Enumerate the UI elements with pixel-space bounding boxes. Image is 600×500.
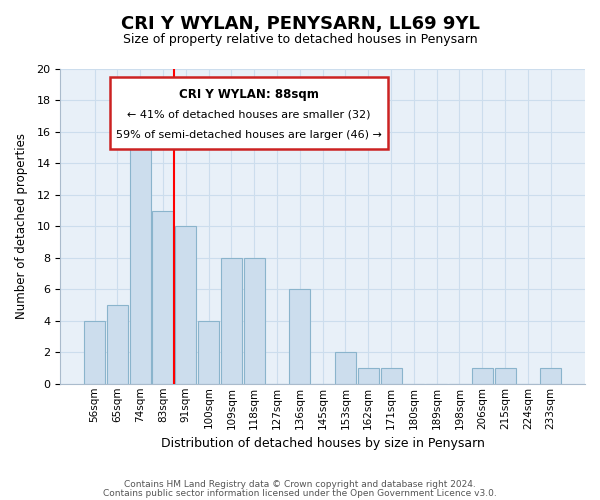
X-axis label: Distribution of detached houses by size in Penysarn: Distribution of detached houses by size … [161,437,485,450]
Text: 59% of semi-detached houses are larger (46) →: 59% of semi-detached houses are larger (… [116,130,382,140]
Y-axis label: Number of detached properties: Number of detached properties [15,134,28,320]
Text: CRI Y WYLAN: 88sqm: CRI Y WYLAN: 88sqm [179,88,319,101]
Bar [107,305,128,384]
Bar [358,368,379,384]
Bar [244,258,265,384]
Text: Contains public sector information licensed under the Open Government Licence v3: Contains public sector information licen… [103,489,497,498]
Text: Contains HM Land Registry data © Crown copyright and database right 2024.: Contains HM Land Registry data © Crown c… [124,480,476,489]
Bar [335,352,356,384]
Bar [152,210,173,384]
Bar [221,258,242,384]
Bar [380,368,401,384]
Text: ← 41% of detached houses are smaller (32): ← 41% of detached houses are smaller (32… [127,110,371,120]
Text: CRI Y WYLAN, PENYSARN, LL69 9YL: CRI Y WYLAN, PENYSARN, LL69 9YL [121,15,479,33]
Bar [198,321,219,384]
Bar [472,368,493,384]
Bar [540,368,561,384]
Bar [84,321,105,384]
Bar [289,290,310,384]
FancyBboxPatch shape [110,77,388,150]
Bar [494,368,515,384]
Bar [130,132,151,384]
Bar [175,226,196,384]
Text: Size of property relative to detached houses in Penysarn: Size of property relative to detached ho… [122,32,478,46]
